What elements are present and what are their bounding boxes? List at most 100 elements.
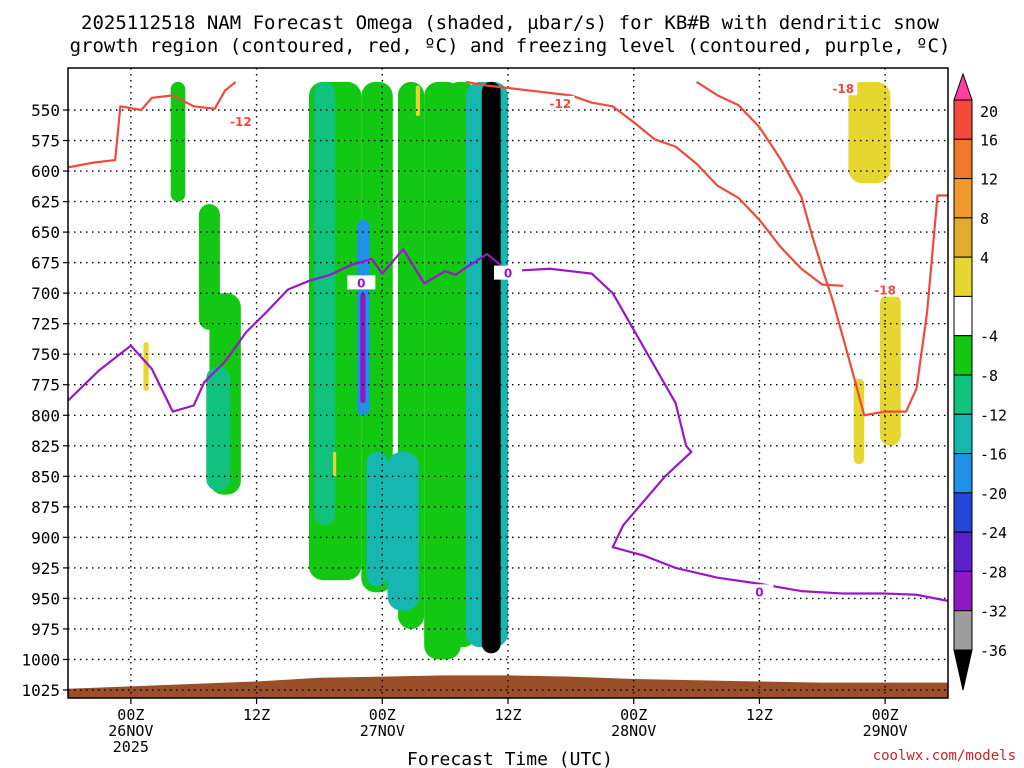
y-tick-label: 875 — [31, 498, 60, 517]
red-contour-label-bg — [226, 114, 255, 129]
x-tick-label: 12Z — [746, 706, 773, 724]
y-tick-label: 600 — [31, 162, 60, 181]
colorbar-block — [953, 570, 973, 612]
omega-black-core — [481, 81, 501, 654]
credit-text: coolwx.com/models — [873, 748, 1016, 764]
colorbar-block — [953, 374, 973, 415]
red-contour-label: -18 — [874, 284, 896, 298]
omega-teal-tall-1 — [314, 81, 336, 526]
red-contour-label: -18 — [832, 82, 854, 96]
freezing-level-label: 0 — [755, 585, 763, 599]
colorbar-label: -36 — [980, 642, 1007, 660]
red-contour--12-0 — [68, 81, 237, 169]
freezing-level-contour — [68, 248, 948, 602]
omega-yellow-spot-3 — [415, 85, 420, 117]
colorbar-bottom-triangle — [953, 649, 973, 691]
colorbar-label: -16 — [980, 446, 1007, 464]
colorbar-label: 4 — [980, 249, 989, 267]
red-contour--12-1 — [465, 80, 844, 287]
colorbar: 20 16 12 8 4 -4 -8 -12 -16 -20 -24 -28 -32 -36 — [953, 72, 1007, 691]
freezing-level-label-bg — [745, 584, 774, 599]
omega-teal-band-1 — [206, 366, 231, 491]
y-tick-label: 700 — [31, 284, 60, 303]
omega-yellow-right-2 — [853, 378, 865, 465]
colorbar-block — [953, 256, 973, 297]
y-tick-label: 575 — [31, 132, 60, 151]
colorbar-block — [953, 453, 973, 494]
freezing-level-label: 0 — [504, 267, 512, 281]
freezing-level-label-bg — [347, 275, 376, 290]
y-tick-label: 800 — [31, 406, 60, 425]
y-tick-label: 975 — [31, 620, 60, 639]
freezing-level-label: 0 — [357, 276, 365, 290]
red-contour-label-bg — [829, 81, 858, 96]
red-contour--18-2 — [695, 80, 948, 417]
plot-area: -12 -12 -18 -18 0 0 0 — [68, 68, 948, 698]
colorbar-block — [953, 178, 973, 219]
colorbar-label: 16 — [980, 131, 998, 149]
x-tick-label: 00Z — [620, 706, 647, 724]
colorbar-label: -4 — [980, 328, 998, 346]
x-tick-label: 27NOV — [360, 722, 405, 740]
colorbar-label: -8 — [980, 367, 998, 385]
colorbar-label: -20 — [980, 485, 1007, 503]
colorbar-block — [953, 335, 973, 376]
colorbar-label: -12 — [980, 406, 1007, 424]
omega-purple-core-1 — [360, 293, 366, 404]
x-tick-label: 29NOV — [863, 722, 908, 740]
y-tick-label: 925 — [31, 559, 60, 578]
red-contour-label-bg — [546, 95, 575, 110]
colorbar-label: -24 — [980, 524, 1007, 542]
y-tick-label: 675 — [31, 254, 60, 273]
colorbar-block — [953, 531, 973, 572]
x-tick-label: 26NOV — [108, 722, 153, 740]
y-tick-label: 900 — [31, 528, 60, 547]
omega-yellow-spot-1 — [143, 342, 149, 391]
red-contour-label: -12 — [230, 115, 252, 129]
y-tick-label: 725 — [31, 315, 60, 334]
y-tick-label: 750 — [31, 345, 60, 364]
y-tick-label: 850 — [31, 467, 60, 486]
red-contour-label: -12 — [550, 97, 572, 111]
colorbar-block — [953, 295, 973, 337]
y-tick-label: 650 — [31, 223, 60, 242]
terrain-fill — [68, 675, 948, 698]
colorbar-block — [953, 99, 973, 140]
x-tick-label: 28NOV — [611, 722, 656, 740]
omega-yellow-right-1 — [879, 293, 901, 446]
y-tick-label: 825 — [31, 437, 60, 456]
omega-teal-tall-2 — [366, 451, 388, 587]
freezing-level-label-bg — [494, 265, 522, 280]
x-tick-label: 00Z — [872, 706, 899, 724]
y-tick-label: 950 — [31, 589, 60, 608]
colorbar-label: 8 — [980, 210, 989, 228]
colorbar-label: 12 — [980, 171, 998, 189]
y-tick-label: 775 — [31, 376, 60, 395]
red-contour-label-bg — [871, 282, 900, 297]
x-tick-label: 12Z — [243, 706, 270, 724]
chart-title-line-1: 2025112518 NAM Forecast Omega (shaded, µ… — [81, 12, 939, 34]
omega-yellow-top-right — [848, 81, 891, 184]
colorbar-block — [953, 138, 973, 180]
omega-green-band-1 — [170, 81, 186, 202]
x-tick-label: 12Z — [494, 706, 521, 724]
colorbar-top-triangle — [953, 72, 973, 101]
x-axis-title: Forecast Time (UTC) — [407, 749, 613, 768]
y-tick-label: 1025 — [21, 681, 60, 700]
colorbar-block — [953, 610, 973, 651]
omega-yellow-spot-2 — [333, 451, 337, 477]
colorbar-block — [953, 217, 973, 258]
y-tick-label: 550 — [31, 101, 60, 120]
colorbar-label: -32 — [980, 603, 1007, 621]
y-tick-label: 625 — [31, 193, 60, 212]
y-tick-label: 1000 — [21, 650, 60, 669]
x-tick-label: 00Z — [369, 706, 396, 724]
chart-title-line-2: growth region (contoured, red, ºC) and f… — [70, 35, 951, 57]
colorbar-block — [953, 492, 973, 533]
colorbar-block — [953, 413, 973, 455]
colorbar-label: 20 — [980, 103, 998, 121]
x-tick-label: 2025 — [113, 738, 149, 756]
colorbar-label: -28 — [980, 563, 1007, 581]
omega-teal-tall-3 — [387, 451, 419, 611]
